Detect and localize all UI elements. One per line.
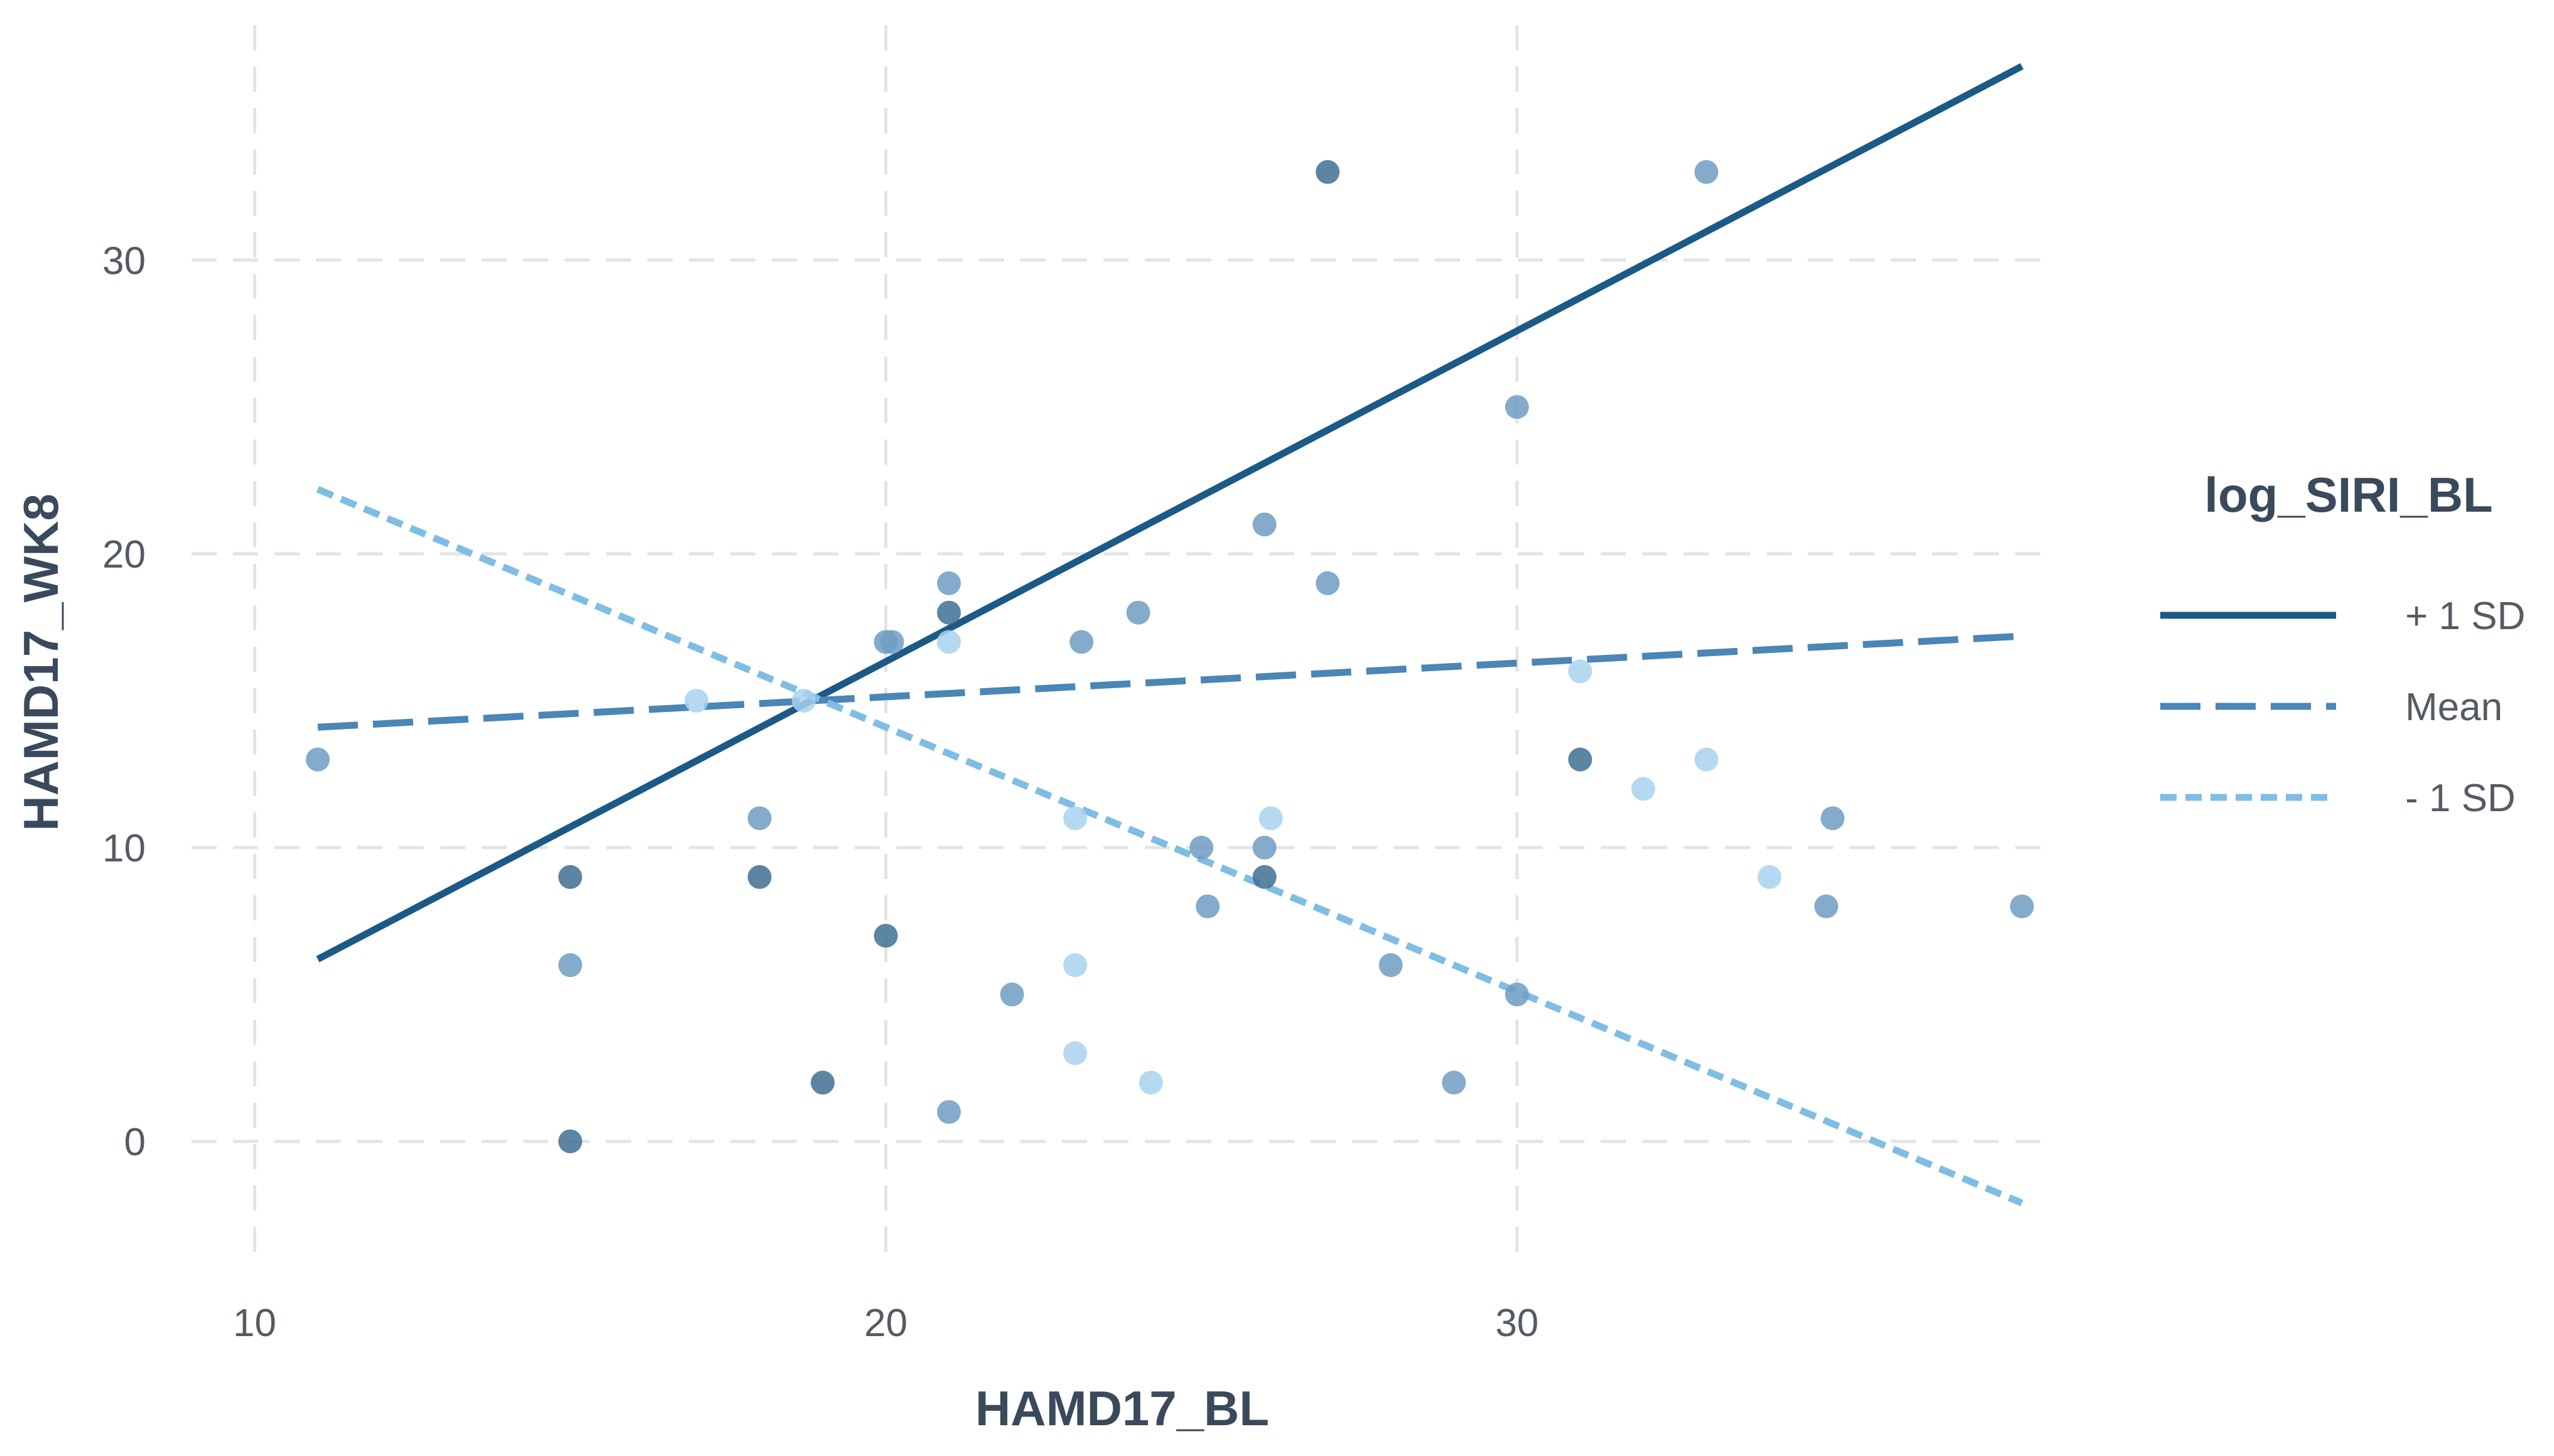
trend-line-dotted: [316, 486, 2023, 1207]
data-point: [1316, 571, 1340, 595]
data-point: [937, 630, 961, 654]
data-point: [558, 865, 583, 889]
data-point: [558, 1129, 583, 1153]
x-axis-title: HAMD17_BL: [975, 1381, 1269, 1436]
data-point: [1252, 836, 1277, 860]
data-point: [1316, 159, 1340, 184]
y-tick-label: 30: [102, 239, 146, 283]
data-point: [1196, 894, 1220, 919]
data-point: [1568, 747, 1593, 772]
y-tick-label: 20: [102, 533, 146, 576]
legend-title: log_SIRI_BL: [2204, 467, 2492, 522]
data-point: [1126, 600, 1150, 625]
data-point: [306, 747, 330, 772]
data-point: [1063, 953, 1088, 978]
legend: log_SIRI_BL + 1 SD Mean - 1 SD: [2160, 467, 2525, 820]
data-point: [1814, 894, 1839, 919]
data-point: [874, 924, 898, 948]
data-point: [1258, 806, 1283, 831]
data-point: [1505, 395, 1529, 419]
data-point: [1189, 836, 1214, 860]
data-point: [880, 630, 904, 654]
data-point: [1694, 747, 1719, 772]
y-tick-label: 10: [102, 827, 146, 870]
data-point: [1378, 953, 1403, 978]
data-point: [1505, 982, 1529, 1006]
data-point: [937, 571, 961, 595]
data-point: [937, 600, 961, 625]
data-point: [684, 689, 709, 713]
trend-line-dashed: [317, 632, 2023, 731]
data-point: [1252, 512, 1277, 537]
trend-lines: [316, 63, 2024, 1207]
data-point: [791, 689, 816, 713]
legend-label: - 1 SD: [2405, 777, 2516, 820]
data-point: [937, 1100, 961, 1124]
data-point: [1139, 1070, 1163, 1095]
data-points: [306, 159, 2034, 1153]
data-point: [1442, 1070, 1466, 1095]
y-axis-title: HAMD17_WK8: [13, 493, 68, 831]
data-point: [747, 806, 772, 831]
axis-ticks: 10 20 30 0 10 20 30: [102, 239, 1539, 1345]
data-point: [1757, 865, 1782, 889]
x-tick-label: 10: [233, 1302, 276, 1345]
trend-line-solid: [316, 63, 2024, 963]
legend-entries: + 1 SD Mean - 1 SD: [2160, 595, 2525, 820]
legend-label: Mean: [2405, 686, 2503, 729]
data-point: [2010, 894, 2034, 919]
x-tick-label: 30: [1495, 1302, 1539, 1345]
data-point: [1000, 982, 1024, 1006]
data-point: [1063, 1041, 1088, 1065]
grid: [192, 25, 2053, 1259]
data-point: [1568, 659, 1593, 684]
data-point: [747, 865, 772, 889]
data-point: [1821, 806, 1845, 831]
data-point: [1069, 630, 1094, 654]
data-point: [558, 953, 583, 978]
data-point: [1063, 806, 1088, 831]
y-tick-label: 0: [124, 1121, 146, 1164]
x-tick-label: 20: [864, 1302, 907, 1345]
data-point: [811, 1070, 835, 1095]
legend-label: + 1 SD: [2405, 595, 2525, 638]
data-point: [1694, 159, 1719, 184]
data-point: [1252, 865, 1277, 889]
data-point: [1631, 777, 1655, 801]
